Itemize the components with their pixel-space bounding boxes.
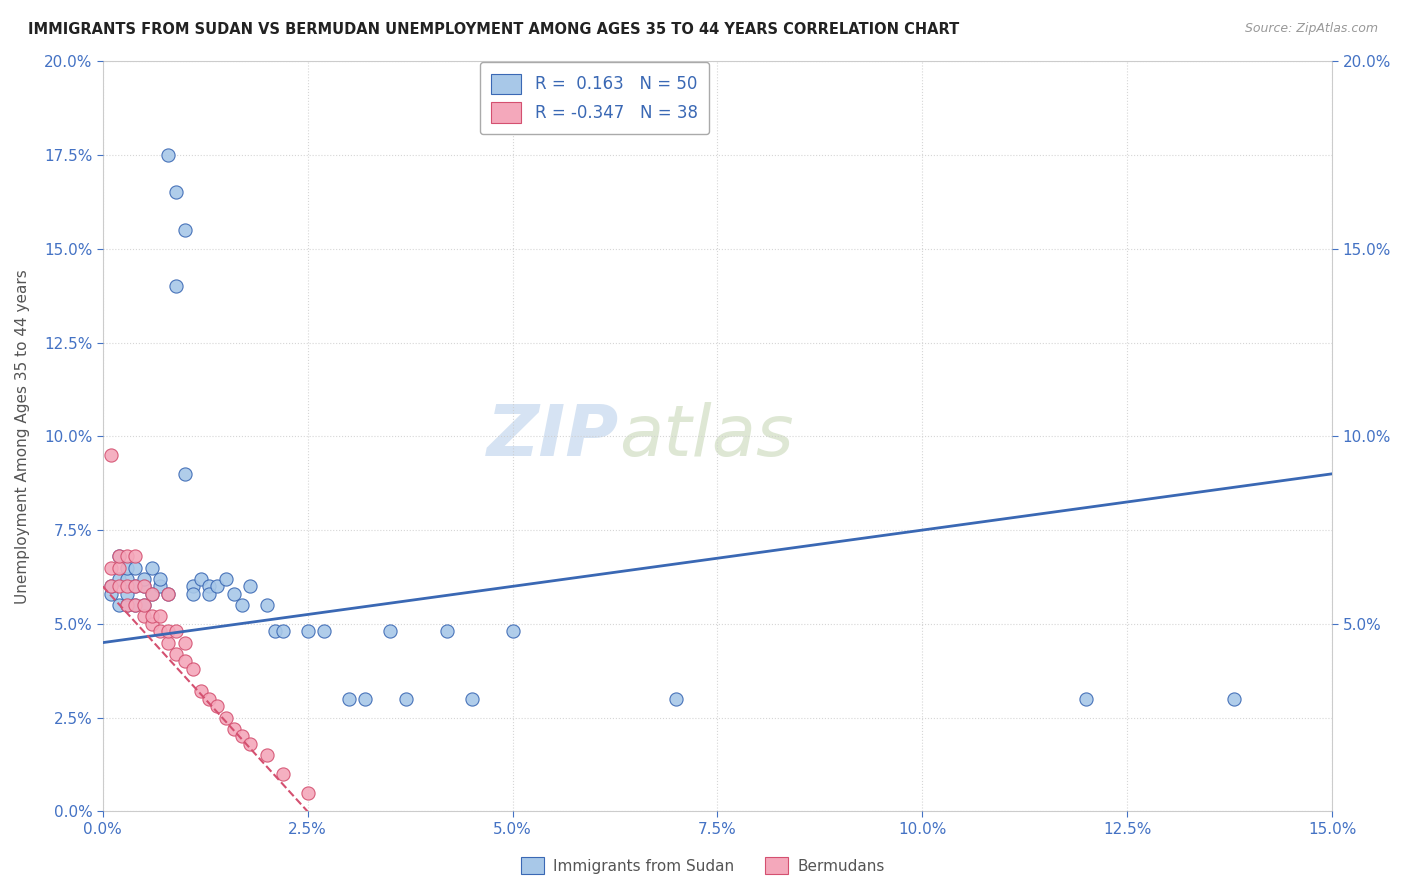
Point xyxy=(157,624,180,639)
Point xyxy=(157,635,180,649)
Point xyxy=(141,587,163,601)
Point xyxy=(190,572,212,586)
Point xyxy=(256,598,278,612)
Point xyxy=(117,598,139,612)
Point xyxy=(198,587,221,601)
Point xyxy=(239,579,262,593)
Point xyxy=(207,579,229,593)
Point xyxy=(181,662,204,676)
Point xyxy=(100,579,122,593)
Point xyxy=(108,560,131,574)
Point xyxy=(108,579,131,593)
Point xyxy=(141,616,163,631)
Point xyxy=(117,587,139,601)
Point xyxy=(117,572,139,586)
Point xyxy=(337,692,360,706)
Point xyxy=(124,549,146,564)
Point xyxy=(132,609,155,624)
Point xyxy=(124,598,146,612)
Point xyxy=(312,624,335,639)
Point xyxy=(256,748,278,763)
Point xyxy=(297,786,319,800)
Text: atlas: atlas xyxy=(619,401,794,471)
Point xyxy=(124,579,146,593)
Point xyxy=(149,609,172,624)
Y-axis label: Unemployment Among Ages 35 to 44 years: Unemployment Among Ages 35 to 44 years xyxy=(15,268,30,604)
Point xyxy=(198,692,221,706)
Legend: R =  0.163   N = 50, R = -0.347   N = 38: R = 0.163 N = 50, R = -0.347 N = 38 xyxy=(479,62,709,135)
Point xyxy=(460,692,482,706)
Point xyxy=(100,448,122,462)
Point xyxy=(141,560,163,574)
Point xyxy=(165,279,187,293)
Point xyxy=(117,598,139,612)
Point xyxy=(132,598,155,612)
Point xyxy=(222,722,245,736)
Point xyxy=(100,587,122,601)
Point xyxy=(108,549,131,564)
Point xyxy=(502,624,524,639)
Point xyxy=(165,186,187,200)
Point xyxy=(222,587,245,601)
Point xyxy=(173,467,195,481)
Point xyxy=(239,737,262,751)
Point xyxy=(117,579,139,593)
Point xyxy=(124,579,146,593)
Point xyxy=(157,148,180,162)
Point xyxy=(214,711,236,725)
Point xyxy=(117,549,139,564)
Point xyxy=(231,598,253,612)
Point xyxy=(117,560,139,574)
Point xyxy=(1223,692,1246,706)
Point xyxy=(297,624,319,639)
Point xyxy=(231,730,253,744)
Legend: Immigrants from Sudan, Bermudans: Immigrants from Sudan, Bermudans xyxy=(515,851,891,880)
Text: Source: ZipAtlas.com: Source: ZipAtlas.com xyxy=(1244,22,1378,36)
Point xyxy=(141,609,163,624)
Point xyxy=(108,572,131,586)
Point xyxy=(132,579,155,593)
Point xyxy=(149,579,172,593)
Point xyxy=(1076,692,1098,706)
Point xyxy=(181,579,204,593)
Point xyxy=(108,549,131,564)
Point xyxy=(132,598,155,612)
Point xyxy=(665,692,688,706)
Point xyxy=(132,579,155,593)
Point xyxy=(271,767,294,781)
Point xyxy=(165,647,187,661)
Point xyxy=(132,572,155,586)
Point xyxy=(378,624,401,639)
Point xyxy=(214,572,236,586)
Point xyxy=(149,624,172,639)
Point xyxy=(207,699,229,714)
Point xyxy=(141,587,163,601)
Text: ZIP: ZIP xyxy=(486,401,619,471)
Point xyxy=(271,624,294,639)
Point xyxy=(100,560,122,574)
Point xyxy=(190,684,212,698)
Text: IMMIGRANTS FROM SUDAN VS BERMUDAN UNEMPLOYMENT AMONG AGES 35 TO 44 YEARS CORRELA: IMMIGRANTS FROM SUDAN VS BERMUDAN UNEMPL… xyxy=(28,22,959,37)
Point xyxy=(124,598,146,612)
Point xyxy=(108,598,131,612)
Point xyxy=(354,692,377,706)
Point xyxy=(181,587,204,601)
Point xyxy=(165,624,187,639)
Point xyxy=(157,587,180,601)
Point xyxy=(173,223,195,237)
Point xyxy=(173,654,195,668)
Point xyxy=(149,572,172,586)
Point xyxy=(100,579,122,593)
Point xyxy=(173,635,195,649)
Point xyxy=(124,560,146,574)
Point xyxy=(263,624,285,639)
Point xyxy=(198,579,221,593)
Point xyxy=(157,587,180,601)
Point xyxy=(395,692,418,706)
Point xyxy=(436,624,458,639)
